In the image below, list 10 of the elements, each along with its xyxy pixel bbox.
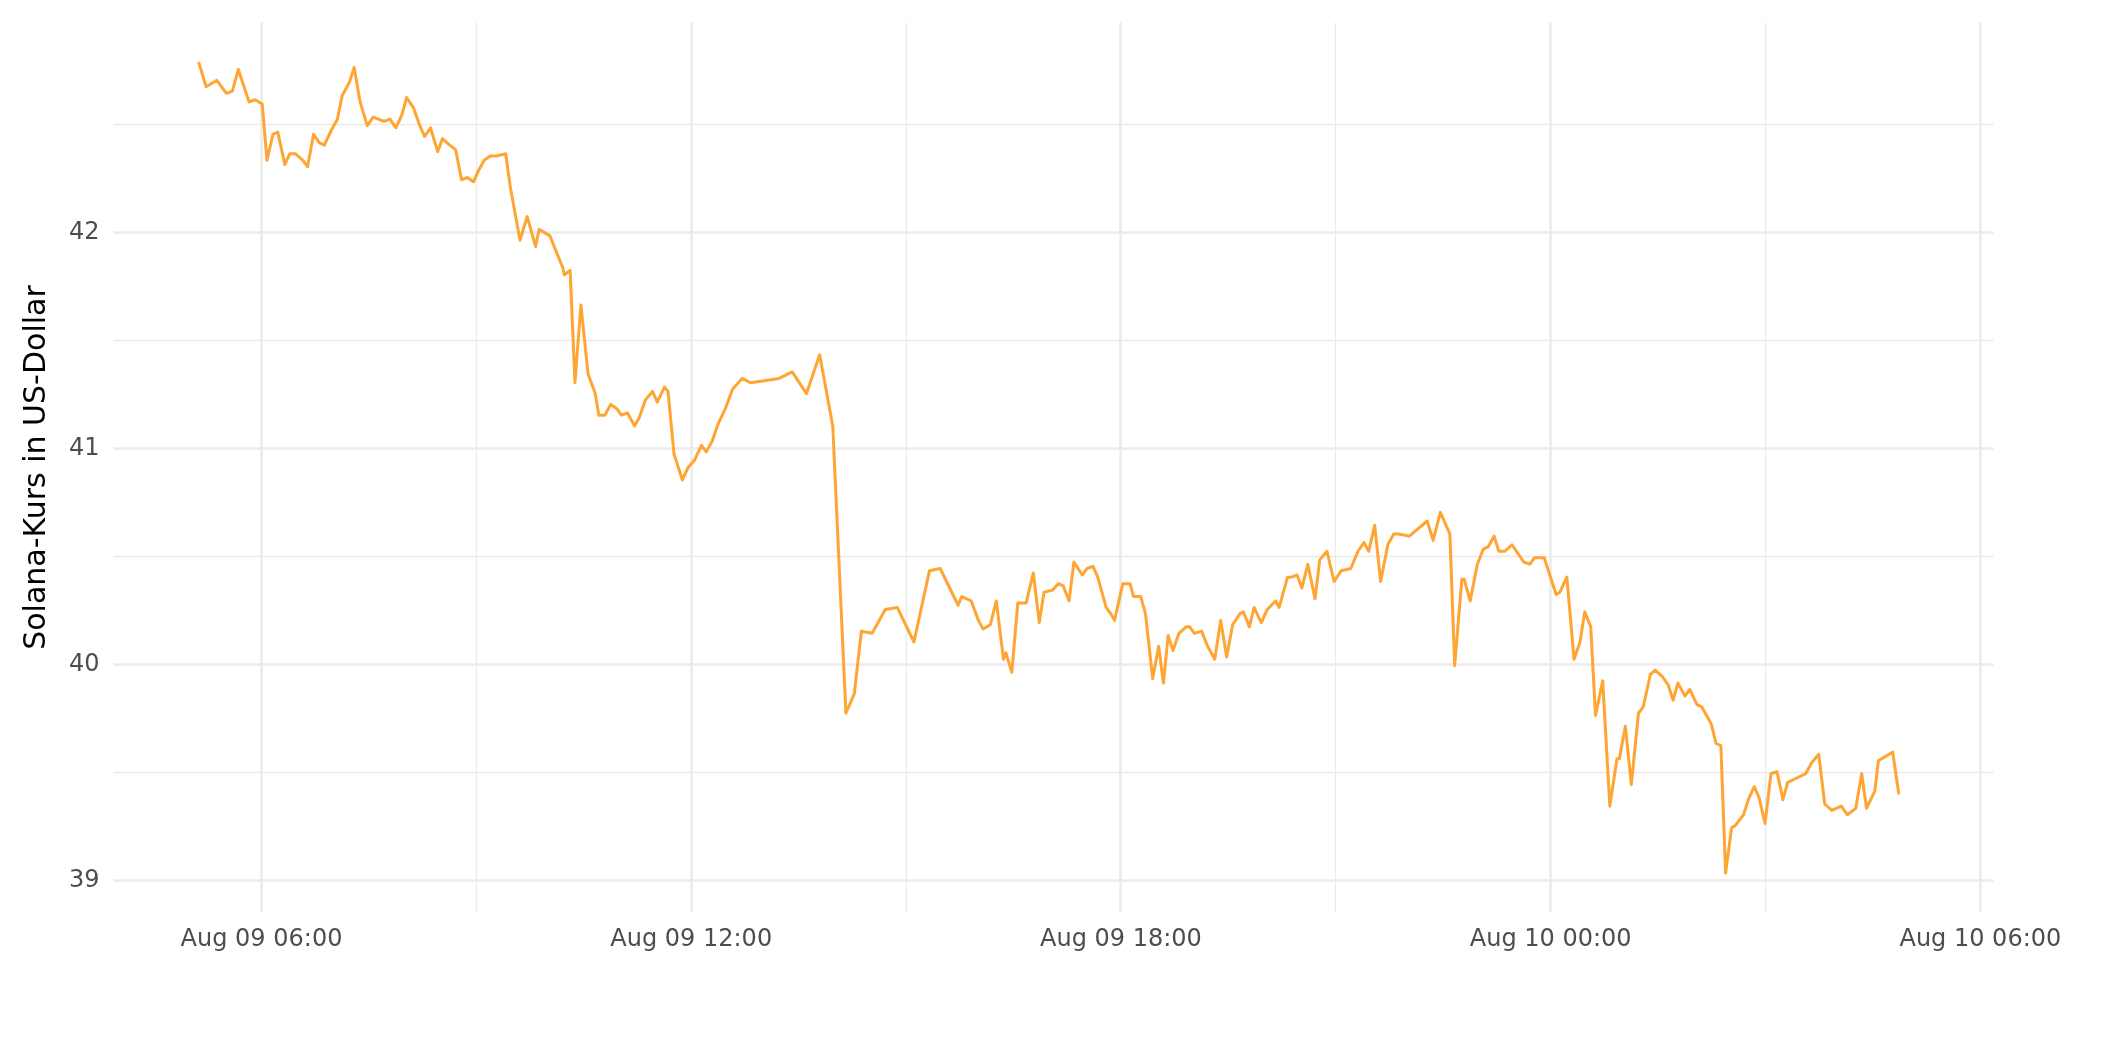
x-tick-label: Aug 09 12:00 xyxy=(610,923,773,952)
y-tick-label: 41 xyxy=(68,433,100,462)
y-tick-label: 40 xyxy=(68,649,100,678)
x-tick-label: Aug 10 00:00 xyxy=(1469,923,1632,952)
x-tick-label: Aug 09 18:00 xyxy=(1040,923,1202,952)
x-tick-label: Aug 09 06:00 xyxy=(180,923,343,952)
x-tick-label: Aug 10 06:00 xyxy=(1899,923,2062,952)
y-tick-label: 39 xyxy=(68,865,100,894)
y-tick-label: 42 xyxy=(68,217,100,246)
y-axis-title: Solana-Kurs in US-Dollar xyxy=(16,284,52,650)
